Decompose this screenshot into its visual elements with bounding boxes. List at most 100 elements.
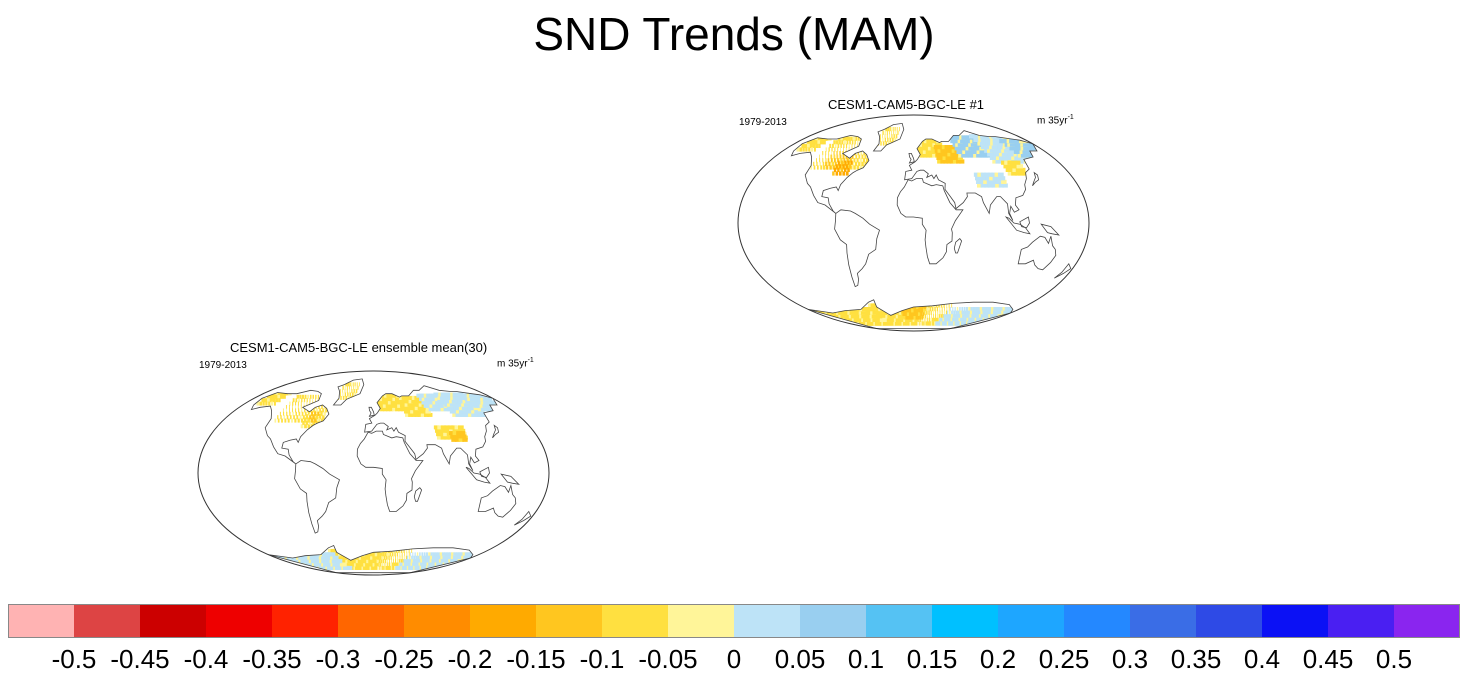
data-cell	[482, 397, 493, 402]
coastline-uk	[908, 153, 915, 164]
data-cell	[403, 399, 409, 404]
data-cell	[1011, 171, 1018, 176]
data-cell	[355, 389, 358, 394]
data-cell	[925, 317, 927, 322]
data-cell	[1012, 167, 1019, 172]
colorbar-tick-label: 0.05	[774, 644, 826, 674]
data-cell	[828, 158, 830, 163]
data-cell	[406, 552, 408, 557]
coastline-madagascar	[953, 238, 963, 254]
data-cell	[440, 435, 446, 440]
data-cell	[441, 552, 446, 557]
data-cell	[962, 149, 968, 154]
data-cell	[312, 394, 315, 399]
data-cell	[804, 143, 808, 148]
data-cell	[836, 154, 838, 159]
data-cell	[300, 401, 302, 406]
data-cell	[918, 317, 920, 322]
data-cell	[950, 314, 954, 319]
data-cell	[383, 565, 385, 570]
data-cell	[345, 395, 348, 400]
data-cell	[861, 161, 864, 166]
data-cell	[818, 143, 821, 148]
data-cell	[893, 127, 895, 132]
data-cell	[914, 317, 917, 322]
data-cell	[351, 392, 354, 397]
data-cell	[311, 411, 314, 416]
data-cell	[894, 137, 897, 142]
data-cell	[444, 435, 450, 440]
data-cell	[842, 136, 846, 141]
data-cell	[912, 317, 915, 322]
data-cell	[391, 559, 392, 564]
data-cell	[394, 552, 396, 557]
data-cell	[816, 161, 818, 166]
data-cell	[420, 406, 427, 411]
data-cell	[987, 183, 994, 188]
data-cell	[957, 310, 960, 315]
data-cell	[834, 151, 835, 156]
data-cell	[388, 562, 390, 567]
data-cell	[939, 310, 941, 315]
data-cell	[961, 307, 964, 312]
data-cell	[401, 552, 403, 557]
data-cell	[399, 555, 401, 560]
data-cell	[381, 562, 383, 567]
data-cell	[297, 401, 299, 406]
data-cell	[410, 409, 416, 414]
data-cell	[822, 140, 826, 145]
data-cell	[967, 153, 973, 158]
data-cell	[342, 392, 344, 397]
data-cell	[845, 143, 848, 148]
colorbar-swatch	[404, 604, 471, 638]
data-cell	[286, 415, 289, 420]
data-cell	[396, 400, 401, 405]
data-cell	[931, 314, 932, 319]
data-cell	[857, 136, 860, 141]
data-cell	[292, 405, 293, 409]
data-cell	[980, 183, 986, 188]
data-cell	[318, 405, 320, 409]
data-cell	[834, 143, 837, 148]
data-cell	[488, 400, 498, 405]
data-cell	[427, 555, 432, 560]
data-cell	[843, 158, 846, 163]
data-cell	[822, 154, 823, 159]
data-cell	[935, 317, 938, 322]
data-cell	[418, 402, 425, 407]
data-cell	[929, 307, 932, 312]
data-cell	[405, 412, 410, 417]
data-cell	[934, 307, 936, 312]
data-cell	[875, 314, 883, 319]
data-cell	[956, 149, 962, 154]
data-cell	[367, 552, 371, 557]
data-cell	[266, 394, 271, 399]
data-cell	[434, 555, 438, 560]
data-cell	[289, 411, 291, 416]
data-cell	[959, 310, 963, 315]
data-cell	[340, 395, 342, 400]
data-cell	[843, 167, 847, 172]
data-cell	[936, 145, 941, 150]
data-cell	[283, 415, 286, 420]
data-cell	[917, 311, 921, 316]
data-cell	[940, 314, 943, 319]
colorbar-swatch	[470, 604, 537, 638]
data-cell	[405, 559, 408, 564]
data-cell	[889, 127, 891, 132]
colorbar-swatch	[1262, 604, 1329, 638]
data-cell	[913, 315, 916, 320]
data-cell	[353, 385, 355, 390]
data-cell	[277, 415, 279, 420]
data-cell	[948, 314, 952, 319]
data-cell	[855, 136, 858, 141]
data-cell	[305, 414, 308, 419]
data-cell	[917, 321, 919, 326]
data-cell	[304, 424, 307, 429]
data-cell	[317, 411, 320, 416]
data-cell	[265, 401, 268, 406]
data-cell	[931, 307, 934, 312]
data-cell	[303, 417, 307, 422]
data-cell	[851, 154, 854, 159]
data-cell	[452, 412, 459, 417]
